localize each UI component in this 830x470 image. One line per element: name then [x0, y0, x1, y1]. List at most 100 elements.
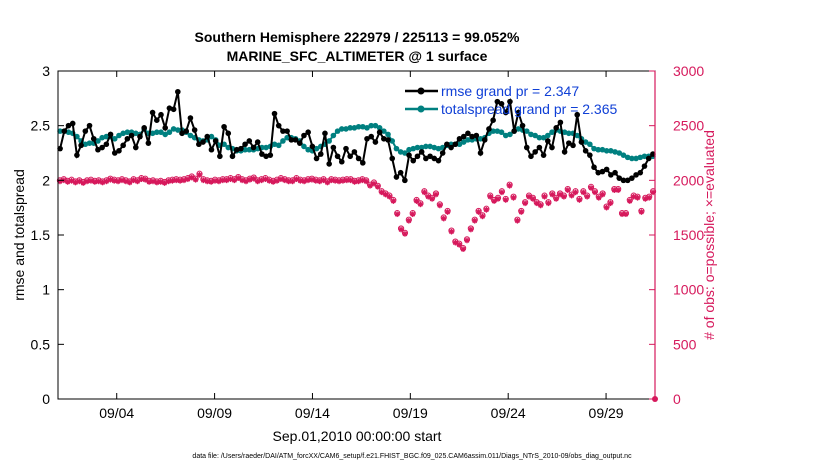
- series-point-totalspread: [360, 123, 366, 130]
- y-right-tick-label: 3000: [673, 63, 704, 79]
- y-left-tick-label: 0.5: [31, 336, 51, 352]
- series-point-totalspread: [334, 128, 341, 134]
- series-point-rmse: [250, 144, 257, 151]
- series-point-rmse: [481, 137, 488, 143]
- obs-evaluated-point: [371, 180, 377, 187]
- y-right-tick-label: 0: [673, 391, 681, 407]
- obs-evaluated-point: [417, 201, 424, 208]
- obs-evaluated-point: [440, 215, 447, 222]
- series-point-totalspread: [95, 138, 101, 144]
- series-point-rmse: [364, 135, 370, 142]
- series-point-totalspread: [280, 138, 286, 144]
- series-line-rmse: [59, 91, 654, 184]
- series-point-rmse: [229, 153, 236, 160]
- series-point-rmse: [175, 88, 181, 95]
- series-point-rmse: [107, 131, 114, 138]
- obs-evaluated-point: [367, 183, 373, 189]
- series-point-rmse: [288, 137, 295, 143]
- series-point-totalspread: [498, 129, 505, 136]
- series-point-rmse: [460, 133, 467, 140]
- series-point-rmse: [591, 164, 597, 171]
- series-point-rmse: [381, 135, 387, 142]
- series-point-totalspread: [637, 154, 644, 161]
- series-point-totalspread: [355, 123, 362, 130]
- obs-evaluated-point: [305, 177, 311, 184]
- series-point-totalspread: [86, 140, 93, 146]
- obs-markers: [56, 170, 657, 253]
- series-point-rmse: [170, 106, 177, 113]
- series-point-rmse: [490, 117, 496, 123]
- series-point-rmse: [414, 153, 421, 160]
- series-point-rmse: [338, 158, 345, 165]
- x-tick-label: 09/14: [295, 405, 330, 421]
- series-point-rmse: [99, 144, 105, 151]
- plot-frame: [57, 70, 656, 400]
- y-axis-left-label: rmse and totalspread: [11, 169, 27, 301]
- series-point-rmse: [238, 145, 244, 152]
- series-point-rmse: [528, 153, 534, 160]
- obs-evaluated-point: [421, 189, 428, 196]
- series-point-rmse: [254, 139, 261, 145]
- series-point-totalspread: [393, 145, 400, 152]
- series-point-rmse: [86, 122, 93, 129]
- series-point-rmse: [355, 155, 362, 162]
- series-point-rmse: [566, 140, 572, 146]
- series-point-totalspread: [620, 152, 627, 158]
- series-point-totalspread: [103, 133, 110, 140]
- series-point-rmse: [280, 128, 286, 134]
- series-point-totalspread: [158, 129, 164, 136]
- series-point-totalspread: [263, 144, 269, 151]
- series-point-rmse: [305, 129, 311, 136]
- legend-rmse-marker: [417, 87, 425, 95]
- series-point-rmse: [418, 149, 425, 155]
- series-point-totalspread: [608, 148, 614, 154]
- obs-evaluated-point: [607, 200, 614, 207]
- x-axis-label: Sep.01,2010 00:00:00 start: [273, 428, 442, 444]
- series-point-rmse: [183, 128, 190, 134]
- series-point-rmse: [347, 153, 353, 160]
- series-point-totalspread: [641, 153, 648, 160]
- obs-evaluated-point: [402, 231, 408, 237]
- series-point-totalspread: [502, 132, 509, 139]
- series-point-rmse: [132, 144, 139, 151]
- obs-evaluated-point: [378, 189, 385, 196]
- series-point-rmse: [612, 169, 618, 176]
- series-point-rmse: [90, 135, 97, 142]
- series-point-totalspread: [431, 144, 438, 151]
- obs-evaluated-point: [437, 202, 443, 209]
- series-point-totalspread: [460, 139, 467, 145]
- obs-evaluated-point: [460, 246, 466, 253]
- series-point-rmse: [536, 144, 543, 151]
- y-right-origin-marker: [652, 396, 658, 402]
- series-point-totalspread: [372, 122, 379, 129]
- series-point-totalspread: [271, 141, 278, 148]
- obs-evaluated-point: [592, 189, 598, 196]
- series-point-rmse: [616, 175, 623, 181]
- series-point-rmse: [149, 109, 156, 116]
- obs-evaluated-point: [634, 195, 641, 201]
- series-point-rmse: [343, 145, 349, 152]
- series-point-totalspread: [132, 130, 139, 137]
- obs-evaluated-point: [564, 187, 571, 193]
- series-point-totalspread: [175, 127, 181, 133]
- series-point-rmse: [477, 150, 484, 156]
- obs-evaluated-point: [518, 209, 525, 215]
- y-left-tick-label: 1: [42, 282, 50, 298]
- series-point-totalspread: [330, 132, 337, 139]
- obs-evaluated-point: [219, 177, 226, 184]
- series-point-rmse: [259, 151, 265, 157]
- series-point-totalspread: [494, 128, 501, 134]
- series-point-totalspread: [427, 143, 433, 150]
- obs-evaluated-point: [188, 174, 195, 181]
- series-point-rmse: [166, 105, 173, 111]
- series-point-totalspread: [376, 125, 383, 131]
- obs-evaluated-point: [595, 195, 602, 201]
- chart-title-line2: MARINE_SFC_ALTIMETER @ 1 surface: [227, 48, 488, 64]
- series-point-totalspread: [532, 132, 538, 139]
- series-point-rmse: [494, 98, 501, 105]
- series-point-rmse: [334, 153, 341, 160]
- obs-evaluated-point: [340, 178, 346, 184]
- series-point-rmse: [200, 139, 206, 145]
- series-point-rmse: [330, 144, 337, 151]
- x-axis: 09/04 09/09 09/14 09/19 09/24 09/29: [99, 71, 624, 421]
